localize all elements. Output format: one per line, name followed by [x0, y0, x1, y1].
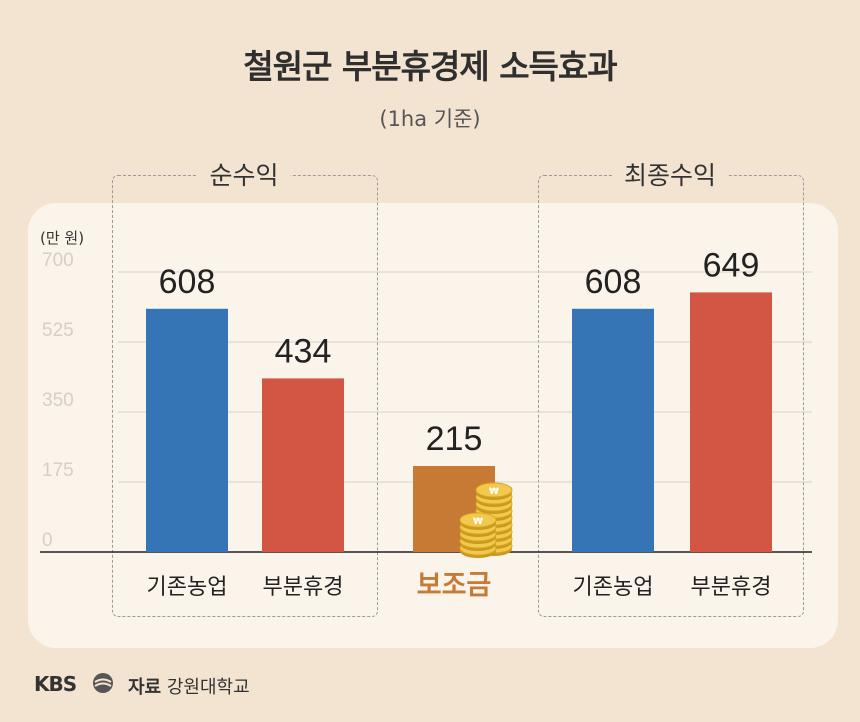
chart-subtitle: (1ha 기준) — [379, 107, 481, 131]
y-tick-label: 700 — [42, 250, 74, 271]
data-label: 215 — [426, 420, 483, 458]
bar — [146, 308, 228, 552]
category-label: 기존농업 — [573, 575, 654, 600]
y-unit-label: (만 원) — [40, 229, 84, 247]
source-label: 자료 — [128, 677, 162, 698]
bar — [572, 308, 654, 552]
category-label: 기존농업 — [147, 575, 228, 600]
y-tick-label: 175 — [42, 460, 74, 481]
y-tick-label: 350 — [42, 390, 74, 411]
category-label: 부분휴경 — [691, 575, 772, 600]
bar — [262, 378, 344, 552]
coin-stack-right-coin — [475, 482, 513, 498]
data-label: 649 — [703, 246, 760, 284]
won-symbol-icon: ₩ — [473, 517, 483, 527]
y-tick-label: 0 — [42, 530, 53, 551]
category-label: 보조금 — [417, 570, 492, 601]
data-label: 608 — [159, 263, 216, 301]
data-label: 608 — [585, 263, 642, 301]
kbs-logo: KBS — [34, 672, 77, 696]
source-name: 강원대학교 — [166, 677, 250, 698]
source-credit: 자료 강원대학교 — [128, 673, 250, 699]
won-symbol-icon: ₩ — [489, 487, 499, 497]
category-label: 부분휴경 — [263, 575, 344, 600]
chart-title: 철원군 부분휴경제 소득효과 — [243, 47, 617, 86]
group-label-final-income: 최종수익 — [611, 156, 729, 192]
coin-stack-left-coin — [459, 512, 497, 528]
bar — [690, 292, 772, 552]
data-label: 434 — [275, 332, 332, 370]
y-tick-label: 525 — [42, 320, 74, 341]
kbs-logo-icon — [93, 673, 113, 693]
group-label-net-income: 순수익 — [197, 156, 291, 192]
